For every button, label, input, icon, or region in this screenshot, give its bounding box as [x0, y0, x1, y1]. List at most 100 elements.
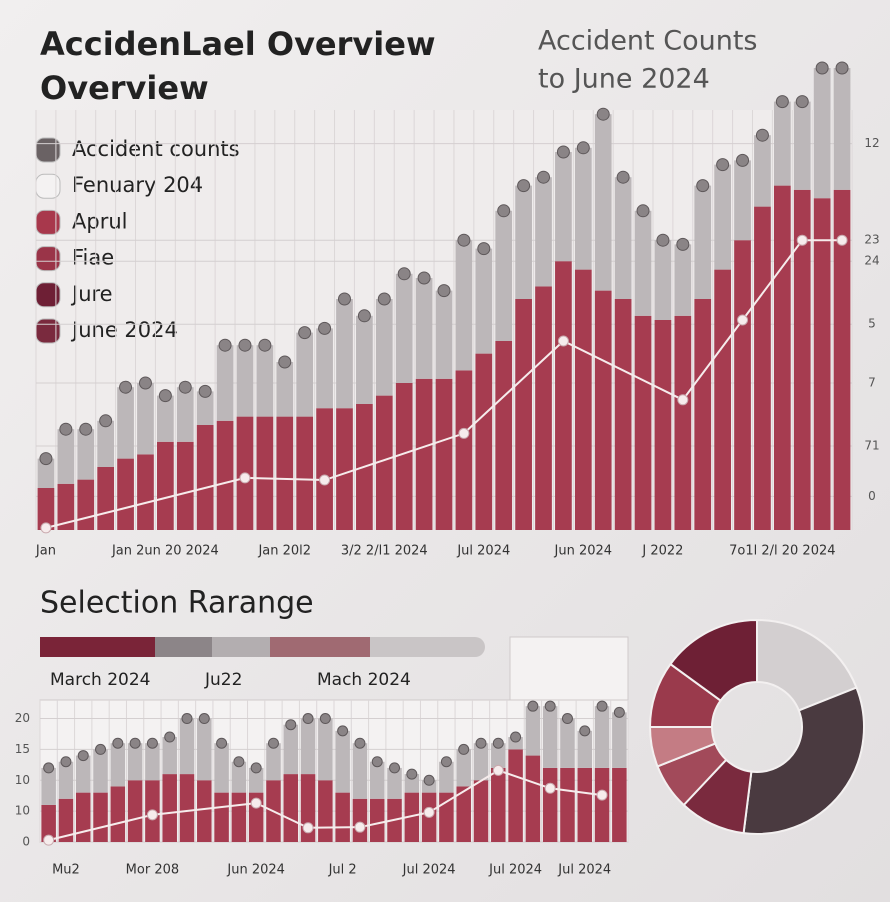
- line-point: [319, 474, 331, 486]
- bar-segment: [754, 206, 771, 530]
- line-point: [557, 335, 569, 347]
- bar-cap: [181, 713, 193, 725]
- bar-segment: [508, 749, 523, 842]
- bar-cap: [233, 756, 245, 768]
- line-point: [596, 789, 608, 801]
- bar-segment: [515, 299, 532, 530]
- bar-cap: [596, 107, 610, 121]
- bar-segment: [773, 185, 791, 530]
- line-point: [836, 234, 848, 246]
- bar-segment: [594, 114, 612, 291]
- bar-segment: [439, 761, 454, 793]
- line-point: [354, 821, 366, 833]
- bar-segment: [58, 761, 74, 799]
- bar-segment: [216, 345, 234, 421]
- x-tick-label: Jul 2024: [456, 544, 510, 559]
- bar-segment: [654, 240, 672, 320]
- bar-segment: [318, 718, 333, 781]
- x-tick-label: Jan 2un 20 2024: [111, 544, 219, 559]
- bar-segment: [734, 240, 751, 530]
- bar-segment: [491, 743, 506, 768]
- x-tick-label: Jan: [35, 544, 56, 559]
- bar-segment: [93, 792, 108, 842]
- bar-cap: [556, 145, 570, 159]
- bar-segment: [654, 320, 672, 530]
- bar-segment: [57, 429, 75, 484]
- range-segment[interactable]: [270, 637, 370, 657]
- range-segment[interactable]: [155, 637, 212, 657]
- bar-segment: [404, 792, 420, 842]
- bar-segment: [57, 483, 75, 530]
- bar-segment: [369, 798, 385, 842]
- bar-segment: [525, 755, 541, 842]
- bar-segment: [97, 467, 115, 530]
- bar-segment: [214, 743, 229, 793]
- bar-cap: [285, 719, 297, 731]
- bar-segment: [176, 387, 194, 442]
- bar-segment: [612, 767, 627, 842]
- bar-segment: [475, 248, 493, 354]
- bar-segment: [535, 177, 552, 287]
- bar-cap: [371, 756, 383, 768]
- bar-cap: [596, 700, 608, 712]
- bar-segment: [594, 767, 610, 842]
- bar-segment: [276, 416, 294, 530]
- bar-segment: [754, 135, 771, 207]
- bar-segment: [415, 378, 433, 530]
- line-point: [43, 834, 55, 846]
- bar-segment: [41, 767, 56, 805]
- bar-cap: [337, 725, 349, 737]
- bar-segment: [231, 792, 247, 842]
- bar-segment: [560, 767, 575, 842]
- bar-segment: [555, 261, 572, 530]
- bar-segment: [473, 780, 489, 842]
- y-tick-label: 20: [15, 711, 30, 725]
- range-segment[interactable]: [212, 637, 270, 657]
- donut-slice: [742, 686, 865, 835]
- bar-cap: [815, 61, 829, 75]
- bar-segment: [127, 780, 143, 842]
- bar-segment: [369, 761, 385, 799]
- x-tick-label: Mor 208: [126, 863, 179, 878]
- bar-segment: [266, 743, 281, 781]
- bar-segment: [404, 774, 420, 793]
- bar-cap: [218, 338, 232, 352]
- legend-label: Aprul: [72, 209, 127, 233]
- mini-plot-tab: [509, 636, 629, 701]
- bar-cap: [696, 179, 710, 193]
- bar-segment: [335, 792, 350, 842]
- bar-cap: [775, 95, 789, 109]
- bar-segment: [525, 706, 541, 756]
- legend-label: Fenuary 204: [72, 173, 203, 197]
- bar-cap: [146, 737, 158, 749]
- bar-segment: [127, 743, 143, 781]
- bar-segment: [110, 743, 126, 787]
- bar-segment: [300, 718, 316, 775]
- bar-segment: [495, 341, 513, 530]
- bar-segment: [162, 774, 177, 842]
- y-tick-label: 10: [15, 804, 30, 818]
- bar-cap: [579, 725, 591, 737]
- bar-segment: [283, 724, 299, 775]
- bar-cap: [492, 737, 504, 749]
- bar-cap: [178, 380, 192, 394]
- bar-cap: [298, 326, 312, 340]
- section-title: Selection Rarange: [40, 586, 314, 621]
- bar-segment: [162, 737, 177, 775]
- legend-label: Jure: [70, 282, 113, 306]
- range-bar[interactable]: [40, 637, 485, 657]
- line-point: [302, 822, 314, 834]
- bar-segment: [415, 278, 433, 379]
- bar-segment: [375, 395, 393, 530]
- range-segment[interactable]: [40, 637, 155, 657]
- bar-cap: [77, 750, 89, 762]
- bar-cap: [337, 292, 351, 306]
- bar-segment: [296, 416, 314, 530]
- bar-cap: [198, 384, 212, 398]
- bar-segment: [137, 454, 154, 530]
- bar-cap: [835, 61, 849, 75]
- bar-cap: [129, 737, 141, 749]
- bar-segment: [75, 755, 91, 793]
- bar-segment: [335, 730, 350, 793]
